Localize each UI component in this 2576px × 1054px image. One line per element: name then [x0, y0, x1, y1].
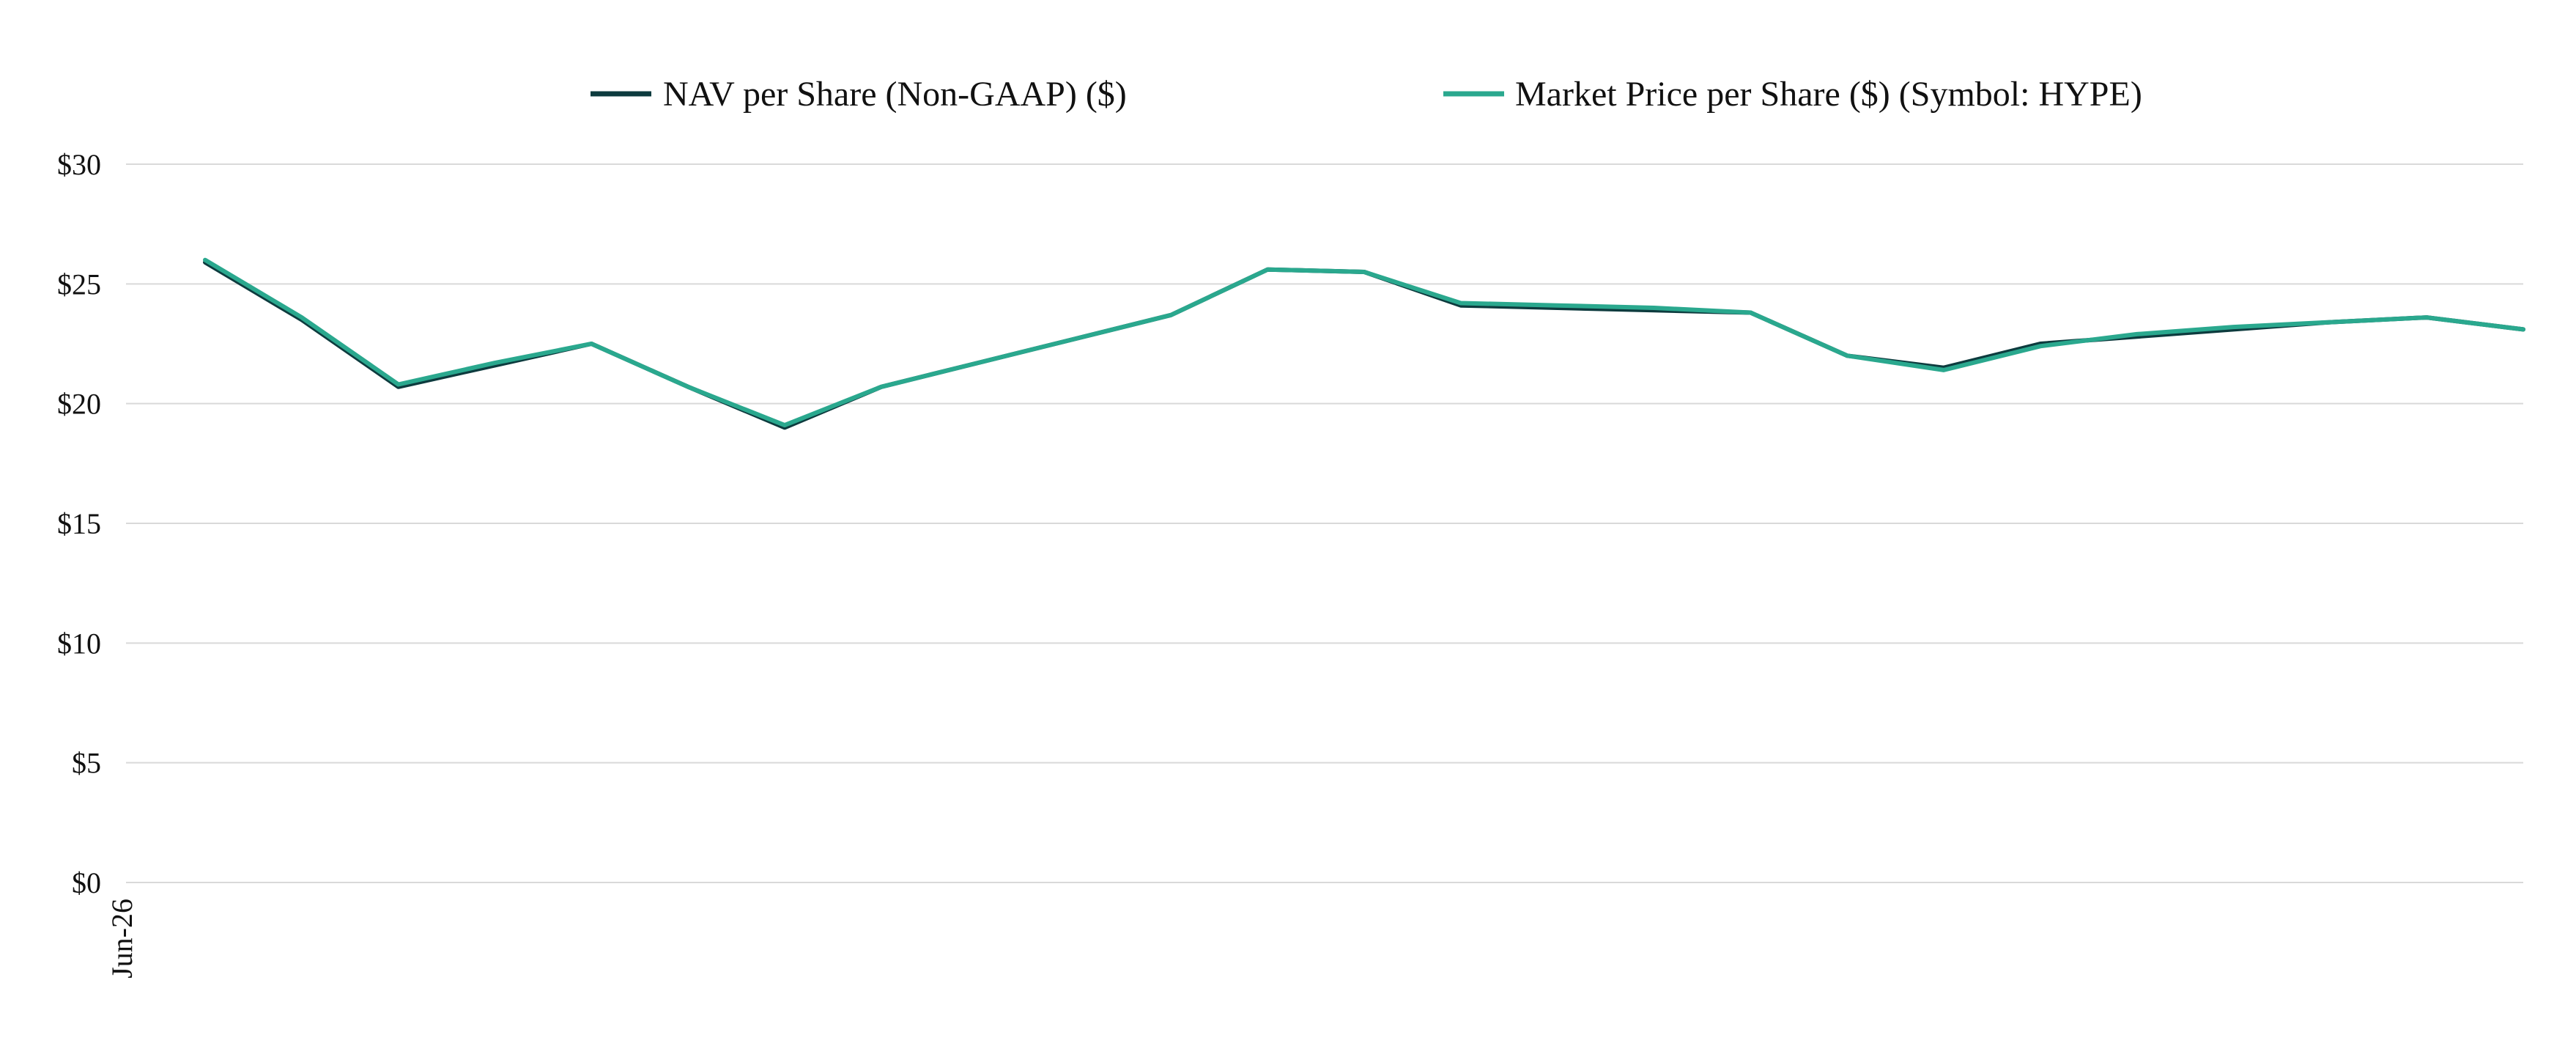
legend: NAV per Share (Non-GAAP) ($) Market Pric…: [591, 75, 2142, 114]
y-tick-label: $30: [57, 148, 101, 181]
y-tick-label: $0: [72, 866, 101, 899]
legend-entry-market-price: Market Price per Share ($) (Symbol: HYPE…: [1443, 75, 2142, 114]
y-tick-label: $10: [57, 627, 101, 660]
legend-label-market-price: Market Price per Share ($) (Symbol: HYPE…: [1515, 75, 2142, 114]
series-line-market-price: [203, 257, 2525, 428]
y-tick-label: $20: [57, 388, 101, 421]
legend-label-nav: NAV per Share (Non-GAAP) ($): [663, 75, 1127, 114]
y-tick-label: $5: [72, 747, 101, 780]
x-tick-label: Jun-26: [106, 899, 138, 979]
y-axis: $0 $5 $10 $15 $20 $25 $30: [57, 148, 101, 899]
legend-entry-nav: NAV per Share (Non-GAAP) ($): [591, 75, 1127, 114]
y-tick-label: $15: [57, 507, 101, 540]
series-lines: [203, 257, 2525, 430]
gridlines: [126, 163, 2523, 883]
x-axis: Jun-26: [106, 899, 138, 979]
series-line-nav: [203, 259, 2525, 430]
y-tick-label: $25: [57, 268, 101, 301]
